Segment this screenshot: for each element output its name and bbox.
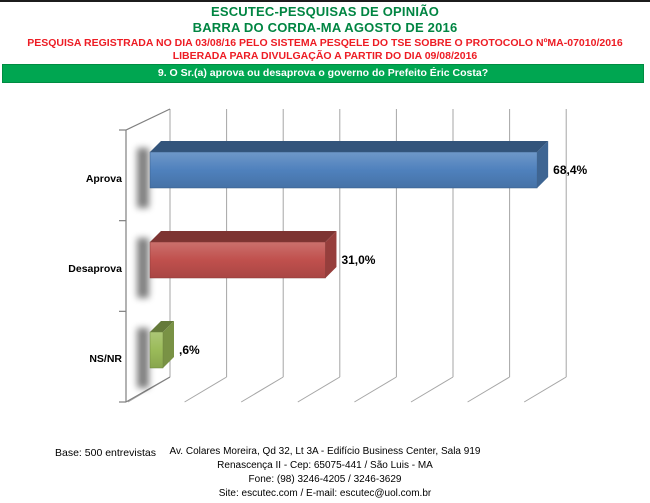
category-label: Desaprova: [68, 263, 122, 275]
phone-line: Fone: (98) 3246-4205 / 3246-3629: [248, 474, 402, 485]
contact-address-block: Av. Colares Moreira, Qd 32, Lt 3A - Edif…: [0, 445, 650, 501]
value-label: ,6%: [179, 343, 200, 357]
bar-desaprova: [137, 231, 337, 298]
question-banner: 9. O Sr.(a) aprova ou desaprova o govern…: [2, 64, 644, 83]
address-line: Av. Colares Moreira, Qd 32, Lt 3A - Edif…: [169, 446, 481, 457]
address-line: Renascença II - Cep: 65075-441 / São Lui…: [217, 460, 433, 471]
site-email-line: Site: escutec.com / E-mail: escutec@uol.…: [218, 488, 432, 499]
registration-line-2: LIBERADA PARA DIVULGAÇÃO A PARTIR DO DIA…: [172, 50, 478, 62]
top-border: [0, 0, 650, 2]
bar-aprova: [137, 141, 549, 208]
report-title: ESCUTEC-PESQUISAS DE OPINIÃO: [210, 4, 440, 19]
category-label: NS/NR: [89, 353, 122, 365]
value-label: 68,4%: [553, 163, 588, 177]
registration-line-1: PESQUISA REGISTRADA NO DIA 03/08/16 PELO…: [27, 37, 623, 49]
category-label: Aprova: [85, 173, 122, 185]
report-subtitle: BARRA DO CORDA-MA AGOSTO DE 2016: [192, 20, 458, 35]
category-axis: [119, 108, 171, 403]
bar-ns-nr: [137, 321, 174, 388]
sample-base-note: Base: 500 entrevistas: [55, 447, 156, 459]
value-label: 31,0%: [341, 253, 376, 267]
